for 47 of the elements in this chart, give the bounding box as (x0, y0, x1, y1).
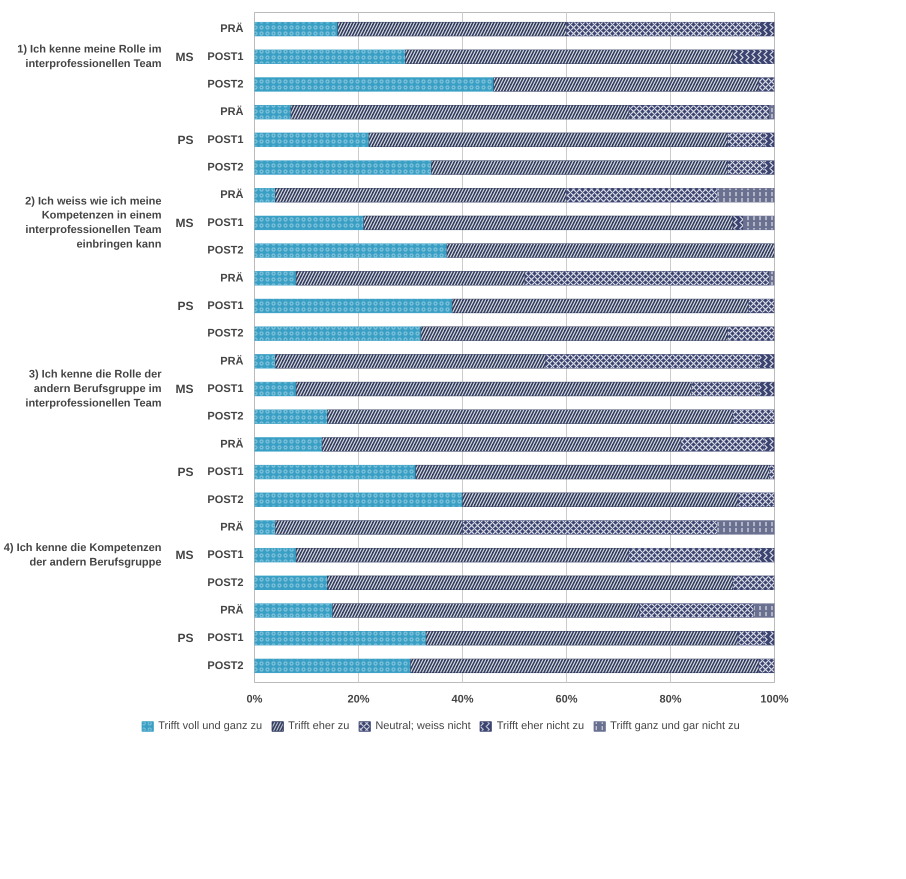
x-tick-label: 80% (659, 694, 682, 706)
y-tick-label: POST1 (207, 216, 244, 229)
text: 1) Ich kenne meine Rolle im interprofessionellen Team (17, 44, 162, 70)
x-tick-label: 100% (760, 694, 789, 706)
y-tick-label: PRÄ (220, 354, 244, 368)
y-tick-label: POST1 (207, 50, 244, 63)
y-tick-label: PRÄ (220, 105, 244, 118)
text: MS (176, 548, 194, 562)
y-tick-label: POST2 (207, 244, 244, 257)
text: PS (177, 465, 194, 480)
y-tick-label: POST1 (207, 466, 244, 478)
y-tick-label: POST1 (207, 632, 244, 644)
text: MS (176, 50, 194, 64)
y-tick-label: POST2 (207, 660, 244, 672)
legend-label: Trifft ganz und gar nicht zu (610, 720, 740, 732)
text: PS (177, 298, 194, 313)
y-tick-label: PRÄ (220, 271, 244, 284)
y-tick-label: POST1 (207, 300, 244, 312)
text: 2) Ich weiss wie ich meine Kompetenzen in einem interprofessionellen Team einbringen kann (25, 195, 162, 251)
y-tick-label: POST1 (207, 134, 244, 146)
text: 3) Ich kenne die Rolle der andern Berufsgruppe im interprofessionellen Team (25, 368, 162, 410)
x-tick-label: 60% (555, 694, 578, 706)
x-tick-label: 0% (246, 694, 263, 706)
y-tick-label: PRÄ (220, 188, 244, 202)
y-tick-label: POST2 (207, 576, 244, 589)
y-tick-label: POST1 (207, 549, 244, 562)
y-tick-label: PRÄ (220, 22, 244, 36)
x-tick-label: 20% (347, 694, 370, 706)
legend-label: Trifft eher nicht zu (496, 720, 584, 732)
legend-label: Trifft eher zu (288, 720, 350, 732)
y-tick-label: POST2 (207, 78, 244, 90)
text: PS (177, 132, 194, 147)
legend-label: Neutral; weiss nicht (375, 720, 471, 732)
legend-label: Trifft voll und ganz zu (158, 720, 262, 732)
y-tick-label: POST2 (207, 410, 244, 423)
y-tick-label: POST2 (207, 328, 244, 340)
y-tick-label: POST2 (207, 162, 244, 174)
y-tick-label: PRÄ (220, 520, 244, 534)
text: PS (177, 631, 194, 646)
text: MS (176, 216, 194, 230)
y-tick-label: POST2 (207, 494, 244, 506)
y-tick-label: PRÄ (220, 437, 244, 450)
text: MS (176, 382, 194, 396)
text: 4) Ich kenne die Kompetenzen der andern Berufsgruppe (4, 542, 162, 568)
x-tick-label: 40% (451, 694, 474, 706)
y-tick-label: POST1 (207, 383, 244, 396)
y-tick-label: PRÄ (220, 604, 244, 617)
